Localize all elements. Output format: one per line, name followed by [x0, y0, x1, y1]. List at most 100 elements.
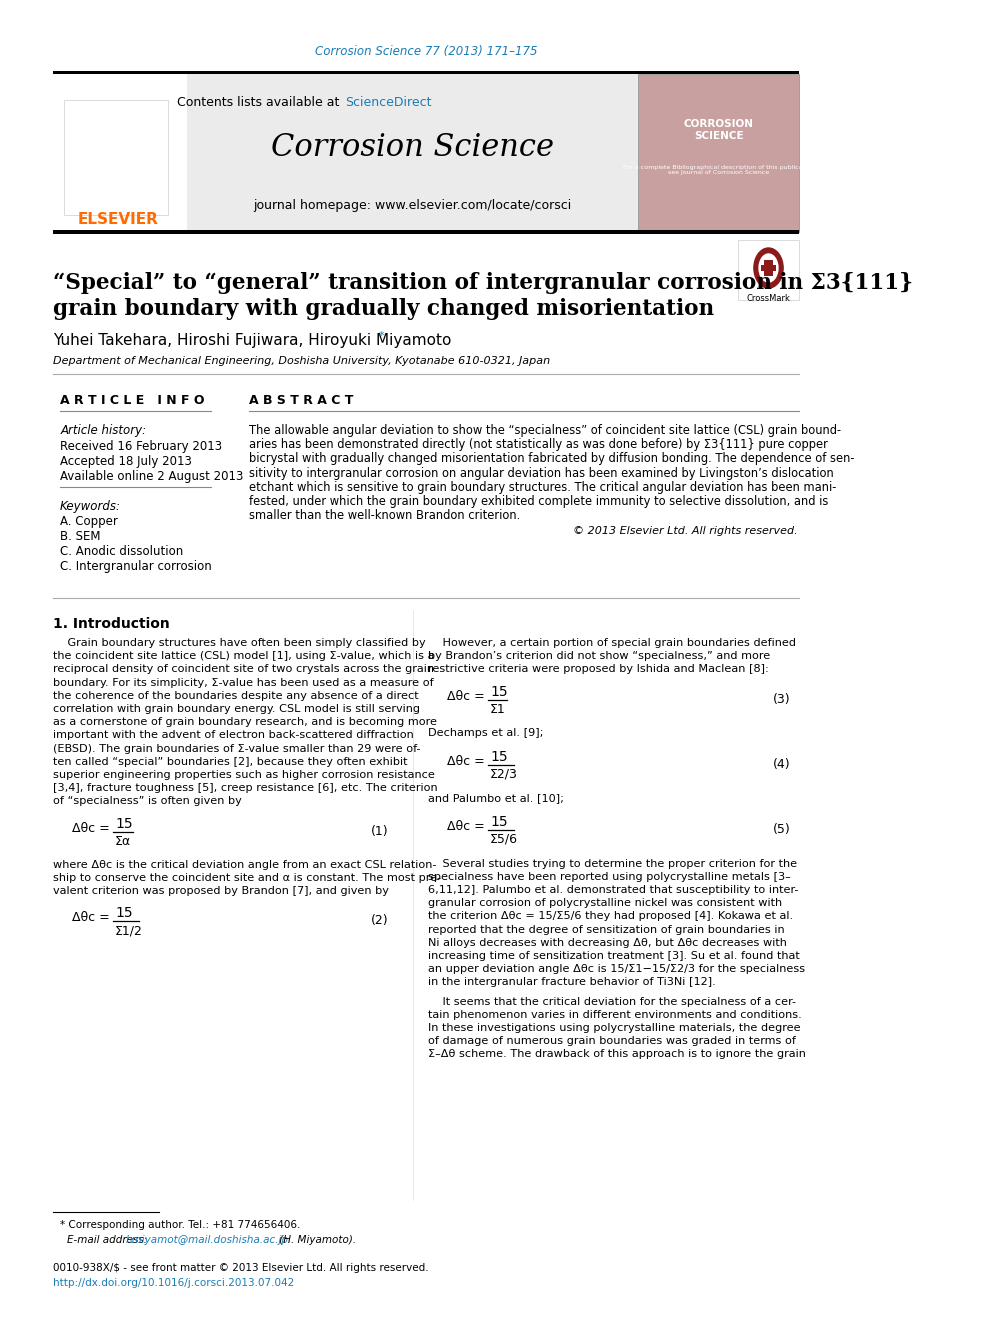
Text: A. Copper: A. Copper — [61, 515, 118, 528]
Text: http://dx.doi.org/10.1016/j.corsci.2013.07.042: http://dx.doi.org/10.1016/j.corsci.2013.… — [54, 1278, 295, 1289]
Text: the coherence of the boundaries despite any absence of a direct: the coherence of the boundaries despite … — [54, 691, 419, 701]
Bar — [54, 74, 186, 232]
Text: 6,11,12]. Palumbo et al. demonstrated that susceptibility to inter-: 6,11,12]. Palumbo et al. demonstrated th… — [429, 885, 799, 894]
Text: Corrosion Science: Corrosion Science — [271, 132, 555, 164]
Text: It seems that the critical deviation for the specialness of a cer-: It seems that the critical deviation for… — [429, 996, 797, 1007]
Text: Article history:: Article history: — [61, 423, 146, 437]
Text: Yuhei Takehara, Hiroshi Fujiwara, Hiroyuki Miyamoto: Yuhei Takehara, Hiroshi Fujiwara, Hiroyu… — [54, 333, 451, 348]
Text: Σ2/3: Σ2/3 — [490, 767, 518, 781]
Text: [3,4], fracture toughness [5], creep resistance [6], etc. The criterion: [3,4], fracture toughness [5], creep res… — [54, 783, 437, 794]
Text: E-mail address:: E-mail address: — [67, 1234, 151, 1245]
Text: 15: 15 — [490, 684, 508, 699]
Bar — [761, 265, 777, 271]
Text: 15: 15 — [490, 750, 508, 763]
Text: Σα: Σα — [115, 835, 131, 848]
Text: However, a certain portion of special grain boundaries defined: However, a certain portion of special gr… — [429, 638, 797, 648]
Text: Accepted 18 July 2013: Accepted 18 July 2013 — [61, 455, 192, 468]
Text: smaller than the well-known Brandon criterion.: smaller than the well-known Brandon crit… — [249, 509, 521, 523]
Text: the criterion Δθc = 15/Σ5/6 they had proposed [4]. Kokawa et al.: the criterion Δθc = 15/Σ5/6 they had pro… — [429, 912, 794, 921]
Text: In these investigations using polycrystalline materials, the degree: In these investigations using polycrysta… — [429, 1023, 801, 1033]
Text: valent criterion was proposed by Brandon [7], and given by: valent criterion was proposed by Brandon… — [54, 886, 389, 896]
Bar — [764, 261, 773, 277]
Text: Σ5/6: Σ5/6 — [490, 832, 518, 845]
Text: where Δθc is the critical deviation angle from an exact CSL relation-: where Δθc is the critical deviation angl… — [54, 860, 436, 869]
Text: ScienceDirect: ScienceDirect — [345, 95, 433, 108]
Bar — [54, 229, 800, 234]
Text: journal homepage: www.elsevier.com/locate/corsci: journal homepage: www.elsevier.com/locat… — [254, 198, 571, 212]
Text: © 2013 Elsevier Ltd. All rights reserved.: © 2013 Elsevier Ltd. All rights reserved… — [573, 527, 798, 536]
Text: Δθc =: Δθc = — [72, 912, 110, 925]
Text: as a cornerstone of grain boundary research, and is becoming more: as a cornerstone of grain boundary resea… — [54, 717, 437, 728]
Text: CORROSION
SCIENCE: CORROSION SCIENCE — [683, 119, 754, 142]
Text: (2): (2) — [371, 914, 389, 927]
Text: of “specialness” is often given by: of “specialness” is often given by — [54, 796, 242, 807]
Text: Δθc =: Δθc = — [447, 754, 485, 767]
Text: * Corresponding author. Tel.: +81 774656406.: * Corresponding author. Tel.: +81 774656… — [61, 1220, 301, 1230]
Text: Δθc =: Δθc = — [447, 689, 485, 703]
Text: reciprocal density of coincident site of two crystals across the grain: reciprocal density of coincident site of… — [54, 664, 434, 675]
Text: 0010-938X/$ - see front matter © 2013 Elsevier Ltd. All rights reserved.: 0010-938X/$ - see front matter © 2013 El… — [54, 1263, 429, 1273]
Text: Available online 2 August 2013: Available online 2 August 2013 — [61, 470, 244, 483]
Text: (H. Miyamoto).: (H. Miyamoto). — [276, 1234, 356, 1245]
Text: *: * — [378, 331, 384, 341]
Text: etchant which is sensitive to grain boundary structures. The critical angular de: etchant which is sensitive to grain boun… — [249, 480, 836, 493]
Text: Dechamps et al. [9];: Dechamps et al. [9]; — [429, 728, 544, 738]
Text: aries has been demonstrated directly (not statistically as was done before) by Σ: aries has been demonstrated directly (no… — [249, 438, 828, 451]
Text: 15: 15 — [115, 816, 133, 831]
Text: Grain boundary structures have often been simply classified by: Grain boundary structures have often bee… — [54, 638, 426, 648]
Ellipse shape — [754, 247, 783, 288]
Text: Σ1/2: Σ1/2 — [115, 925, 143, 937]
Text: ELSEVIER: ELSEVIER — [77, 213, 158, 228]
Bar — [186, 74, 638, 232]
Text: restrictive criteria were proposed by Ishida and Maclean [8]:: restrictive criteria were proposed by Is… — [429, 664, 769, 675]
Text: 1. Introduction: 1. Introduction — [54, 617, 170, 631]
Text: fested, under which the grain boundary exhibited complete immunity to selective : fested, under which the grain boundary e… — [249, 495, 828, 508]
Text: bicrystal with gradually changed misorientation fabricated by diffusion bonding.: bicrystal with gradually changed misorie… — [249, 452, 855, 466]
Text: Δθc =: Δθc = — [447, 820, 485, 832]
Text: (4): (4) — [773, 758, 791, 770]
Text: boundary. For its simplicity, Σ-value has been used as a measure of: boundary. For its simplicity, Σ-value ha… — [54, 677, 434, 688]
Text: (3): (3) — [773, 693, 791, 705]
Text: Keywords:: Keywords: — [61, 500, 121, 513]
Bar — [738, 239, 800, 300]
Text: (5): (5) — [773, 823, 791, 836]
Text: by Brandon’s criterion did not show “specialness,” and more: by Brandon’s criterion did not show “spe… — [429, 651, 771, 662]
Text: C. Anodic dissolution: C. Anodic dissolution — [61, 545, 184, 558]
Text: Department of Mechanical Engineering, Doshisha University, Kyotanabe 610-0321, J: Department of Mechanical Engineering, Do… — [54, 356, 551, 366]
Text: and Palumbo et al. [10];: and Palumbo et al. [10]; — [429, 792, 564, 803]
Text: important with the advent of electron back-scattered diffraction: important with the advent of electron ba… — [54, 730, 414, 741]
Bar — [638, 74, 800, 232]
Text: Ni alloys decreases with decreasing Δθ, but Δθc decreases with: Ni alloys decreases with decreasing Δθ, … — [429, 938, 787, 947]
Text: Several studies trying to determine the proper criterion for the: Several studies trying to determine the … — [429, 859, 798, 869]
Text: Σ–Δθ scheme. The drawback of this approach is to ignore the grain: Σ–Δθ scheme. The drawback of this approa… — [429, 1049, 806, 1060]
Text: (EBSD). The grain boundaries of Σ-value smaller than 29 were of-: (EBSD). The grain boundaries of Σ-value … — [54, 744, 421, 754]
Text: grain boundary with gradually changed misorientation: grain boundary with gradually changed mi… — [54, 298, 714, 320]
Text: the coincident site lattice (CSL) model [1], using Σ-value, which is a: the coincident site lattice (CSL) model … — [54, 651, 434, 662]
Text: Δθc =: Δθc = — [72, 822, 110, 835]
Text: increasing time of sensitization treatment [3]. Su et al. found that: increasing time of sensitization treatme… — [429, 951, 800, 960]
Text: an upper deviation angle Δθc is 15/Σ1−15/Σ2/3 for the specialness: an upper deviation angle Δθc is 15/Σ1−15… — [429, 964, 806, 974]
Text: Corrosion Science 77 (2013) 171–175: Corrosion Science 77 (2013) 171–175 — [315, 45, 538, 58]
Text: A B S T R A C T: A B S T R A C T — [249, 394, 354, 407]
Text: The allowable angular deviation to show the “specialness” of coincident site lat: The allowable angular deviation to show … — [249, 423, 841, 437]
Text: (1): (1) — [371, 824, 389, 837]
Text: reported that the degree of sensitization of grain boundaries in: reported that the degree of sensitizatio… — [429, 925, 785, 934]
Text: 15: 15 — [490, 815, 508, 828]
Text: For a complete Bibliographical description of this publication
see Journal of Co: For a complete Bibliographical descripti… — [623, 164, 814, 176]
Text: 15: 15 — [115, 906, 133, 921]
Text: in the intergranular fracture behavior of Ti3Ni [12].: in the intergranular fracture behavior o… — [429, 978, 716, 987]
Text: granular corrosion of polycrystalline nickel was consistent with: granular corrosion of polycrystalline ni… — [429, 898, 783, 908]
Text: superior engineering properties such as higher corrosion resistance: superior engineering properties such as … — [54, 770, 435, 781]
Text: specialness have been reported using polycrystalline metals [3–: specialness have been reported using pol… — [429, 872, 791, 882]
Ellipse shape — [759, 254, 778, 282]
Text: Contents lists available at: Contents lists available at — [178, 95, 344, 108]
Bar — [54, 71, 800, 74]
Text: B. SEM: B. SEM — [61, 531, 100, 542]
Text: tain phenomenon varies in different environments and conditions.: tain phenomenon varies in different envi… — [429, 1009, 802, 1020]
Text: correlation with grain boundary energy. CSL model is still serving: correlation with grain boundary energy. … — [54, 704, 421, 714]
Text: CrossMark: CrossMark — [747, 294, 791, 303]
Text: ship to conserve the coincident site and α is constant. The most pre-: ship to conserve the coincident site and… — [54, 873, 441, 882]
Text: Received 16 February 2013: Received 16 February 2013 — [61, 441, 222, 452]
Text: hmiyamot@mail.doshisha.ac.jp: hmiyamot@mail.doshisha.ac.jp — [126, 1234, 289, 1245]
Text: sitivity to intergranular corrosion on angular deviation has been examined by Li: sitivity to intergranular corrosion on a… — [249, 467, 834, 480]
